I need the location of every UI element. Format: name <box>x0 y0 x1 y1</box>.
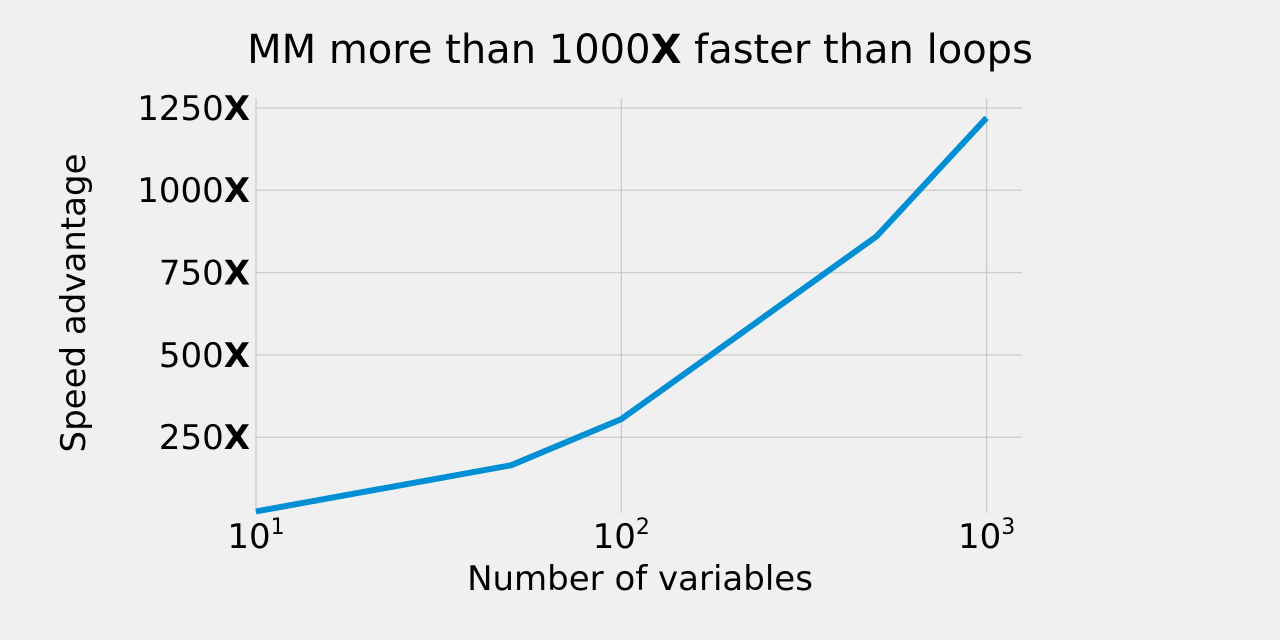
y-axis-label: Speed advantage <box>54 154 94 453</box>
x-tick-label: 101 <box>227 515 284 557</box>
y-tick-label: 500X <box>159 336 250 376</box>
x-tick-label: 103 <box>958 515 1015 557</box>
y-tick-label: 250X <box>159 418 250 458</box>
chart-title-mark: X <box>651 27 682 73</box>
series-layer <box>255 115 989 515</box>
x-tick-labels: 101 102 103 <box>227 515 1015 557</box>
x-axis-label: Number of variables <box>467 559 813 599</box>
y-tick-label: 1250X <box>137 89 250 129</box>
grid-lines <box>255 98 1022 513</box>
chart-title: MM more than 1000X faster than loops <box>247 27 1033 73</box>
y-tick-labels: 250X 500X 750X 1000X 1250X <box>137 89 250 458</box>
x-tick-label: 102 <box>593 515 650 557</box>
y-tick-label: 750X <box>159 254 250 294</box>
y-tick-label: 1000X <box>137 171 250 211</box>
series-line <box>255 115 989 515</box>
